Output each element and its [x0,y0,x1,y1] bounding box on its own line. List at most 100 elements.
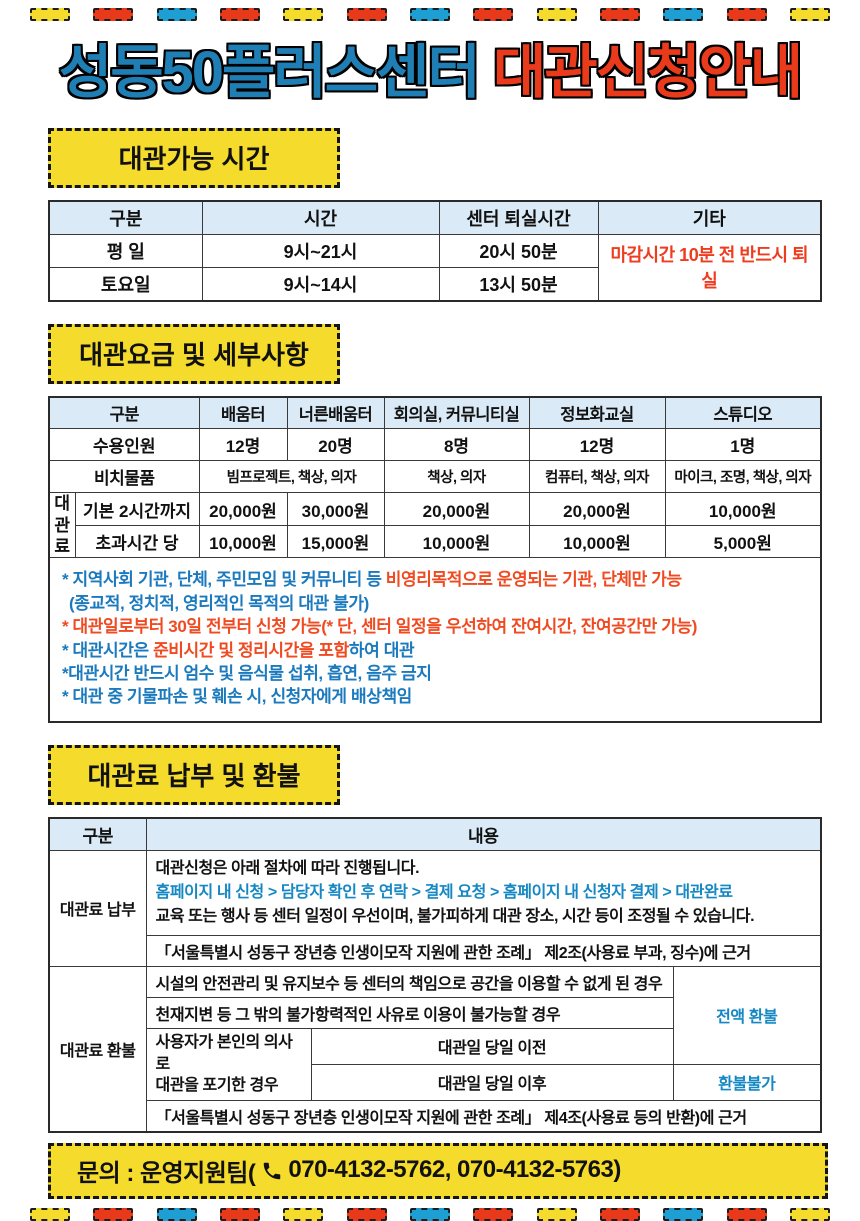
dash-segment [283,8,324,21]
capacity-value: 8명 [383,428,530,462]
contact-prefix: 문의 : 운영지원팀( [77,1159,256,1187]
capacity-value: 1명 [664,428,822,462]
hours-weekday-checkout: 20시 50분 [438,233,599,268]
dash-segment [346,8,387,21]
capacity-value: 20명 [286,428,385,462]
refund-after-label: 대관일 당일 이후 [310,1063,674,1101]
hours-saturday-time: 9시~14시 [201,266,440,302]
contact-numbers: 070-4132-5762, 070-4132-5763) [288,1156,621,1184]
equipment-label: 비치물품 [48,460,200,494]
poster-title: 성동50플러스센터 대관신청안내 [0,40,860,106]
dash-segment [473,8,514,21]
hours-col-etc: 기타 [597,200,822,235]
payment-col-type: 구분 [48,817,147,851]
capacity-value: 12명 [198,428,288,462]
fee-basic-value: 30,000원 [286,492,385,526]
equipment-value: 빔프로젝트, 책상, 의자 [198,460,385,494]
fees-notes: * 지역사회 기관, 단체, 주민모임 및 커뮤니티 등 비영리목적으로 운영되… [48,557,822,723]
section-heading-hours: 대관가능 시간 [48,127,340,188]
dash-segment [536,1207,577,1221]
equipment-value: 책상, 의자 [383,460,530,494]
title-guide-label: 대관신청안내 [493,40,803,105]
dash-segment [93,1207,134,1221]
dash-segment [599,1207,640,1221]
dash-segment [30,8,70,21]
no-refund-badge: 환불불가 [672,1063,822,1101]
payment-table: 구분 내용 대관료 납부 대관신청은 아래 절차에 따라 진행됩니다. 홈페이지… [48,816,823,1133]
hours-weekday-time: 9시~21시 [201,233,440,268]
bottom-dash-border [30,1207,830,1221]
refund-before-label: 대관일 당일 이전 [310,1027,674,1065]
fee-basic-value: 20,000원 [383,492,530,526]
capacity-label: 수용인원 [48,428,200,462]
dash-segment [726,1207,767,1221]
refund-basis: 「서울특별시 성동구 장년층 인생이모작 지원에 관한 조례」 제4조(사용료 … [145,1099,822,1133]
fee-extra-value: 10,000원 [198,524,288,559]
pay-line1: 대관신청은 아래 절차에 따라 진행됩니다. [155,859,420,877]
fee-group-label: 대관료 [48,492,76,559]
fee-extra-value: 10,000원 [528,524,666,559]
note-line: * 대관시간은 준비시간 및 정리시간을 포함하여 대관 [62,640,415,660]
dash-segment [726,8,767,21]
dash-segment [346,1207,387,1221]
dash-segment [536,8,577,21]
hours-weekday-label: 평 일 [48,233,203,268]
phone-icon [264,1162,281,1180]
dash-segment [156,8,197,21]
note-line: (종교적, 정치적, 영리적인 목적의 대관 불가) [69,593,369,613]
pay-label: 대관료 납부 [48,849,147,967]
fee-basic-value: 10,000원 [664,492,822,526]
fees-col-room4: 정보화교실 [528,396,666,430]
refund-case2: 천재지변 등 그 밖의 불가항력적인 사유로 이용이 불가능할 경우 [145,996,674,1029]
fees-col-room1: 배움터 [198,396,288,430]
capacity-value: 12명 [528,428,666,462]
payment-col-content: 내용 [145,817,822,851]
fee-extra-label: 초과시간 당 [74,524,200,559]
dash-segment [663,1207,704,1221]
fee-extra-value: 5,000원 [664,524,822,559]
pay-procedure: 대관신청은 아래 절차에 따라 진행됩니다. 홈페이지 내 신청 > 담당자 확… [145,849,822,936]
full-refund-badge: 전액 환불 [672,965,822,1065]
dash-segment [219,1207,260,1221]
fee-extra-value: 10,000원 [383,524,530,559]
note-line: * 대관일로부터 30일 전부터 신청 가능(* 단, 센터 일정을 우선하여 … [62,617,697,637]
equipment-value: 컴퓨터, 책상, 의자 [528,460,666,494]
dash-segment [156,1207,197,1221]
pay-basis: 「서울특별시 성동구 장년층 인생이모작 지원에 관한 조례」 제2조(사용료 … [145,934,822,967]
dash-segment [283,1207,324,1221]
pay-line3: 교육 또는 행사 등 센터 일정이 우선이며, 불가피하게 대관 장소, 시간 … [155,907,755,925]
title-center-name: 성동50플러스센터 [58,40,481,105]
hours-saturday-checkout: 13시 50분 [438,266,599,302]
dash-segment [219,8,260,21]
note-line: * 지역사회 기관, 단체, 주민모임 및 커뮤니티 등 비영리목적으로 운영되… [62,570,682,590]
dash-segment [789,1207,830,1221]
dash-segment [93,8,134,21]
note-line: * 대관 중 기물파손 및 훼손 시, 신청자에게 배상책임 [62,687,412,707]
fee-extra-value: 15,000원 [286,524,385,559]
dash-segment [409,8,450,21]
pay-line2: 홈페이지 내 신청 > 담당자 확인 후 연락 > 결제 요청 > 홈페이지 내… [155,883,734,901]
dash-segment [409,1207,450,1221]
refund-case1: 시설의 안전관리 및 유지보수 등 센터의 책임으로 공간을 이용할 수 없게 … [145,965,674,998]
hours-col-checkout: 센터 퇴실시간 [438,200,599,235]
hours-etc-note: 마감시간 10분 전 반드시 퇴실 [597,233,822,302]
fees-col-room2: 너른배움터 [286,396,385,430]
dash-segment [473,1207,514,1221]
hours-saturday-label: 토요일 [48,266,203,302]
dash-segment [599,8,640,21]
section-heading-fees: 대관요금 및 세부사항 [48,323,340,384]
fee-basic-value: 20,000원 [198,492,288,526]
hours-col-time: 시간 [201,200,440,235]
note-line: *대관시간 반드시 엄수 및 음식물 섭취, 흡연, 음주 금지 [62,664,432,684]
fee-basic-label: 기본 2시간까지 [74,492,200,526]
dash-segment [789,8,830,21]
refund-case3-label: 사용자가 본인의 의사로 대관을 포기한 경우 [145,1027,312,1101]
fees-col-room3: 회의실, 커뮤니티실 [383,396,530,430]
fees-col-type: 구분 [48,396,200,430]
fee-basic-value: 20,000원 [528,492,666,526]
top-dash-border [30,8,830,21]
refund-label: 대관료 환불 [48,965,147,1133]
fees-col-room5: 스튜디오 [664,396,822,430]
equipment-value: 마이크, 조명, 책상, 의자 [664,460,822,494]
fees-table: 구분 배움터 너른배움터 회의실, 커뮤니티실 정보화교실 스튜디오 수용인원 … [48,395,822,723]
